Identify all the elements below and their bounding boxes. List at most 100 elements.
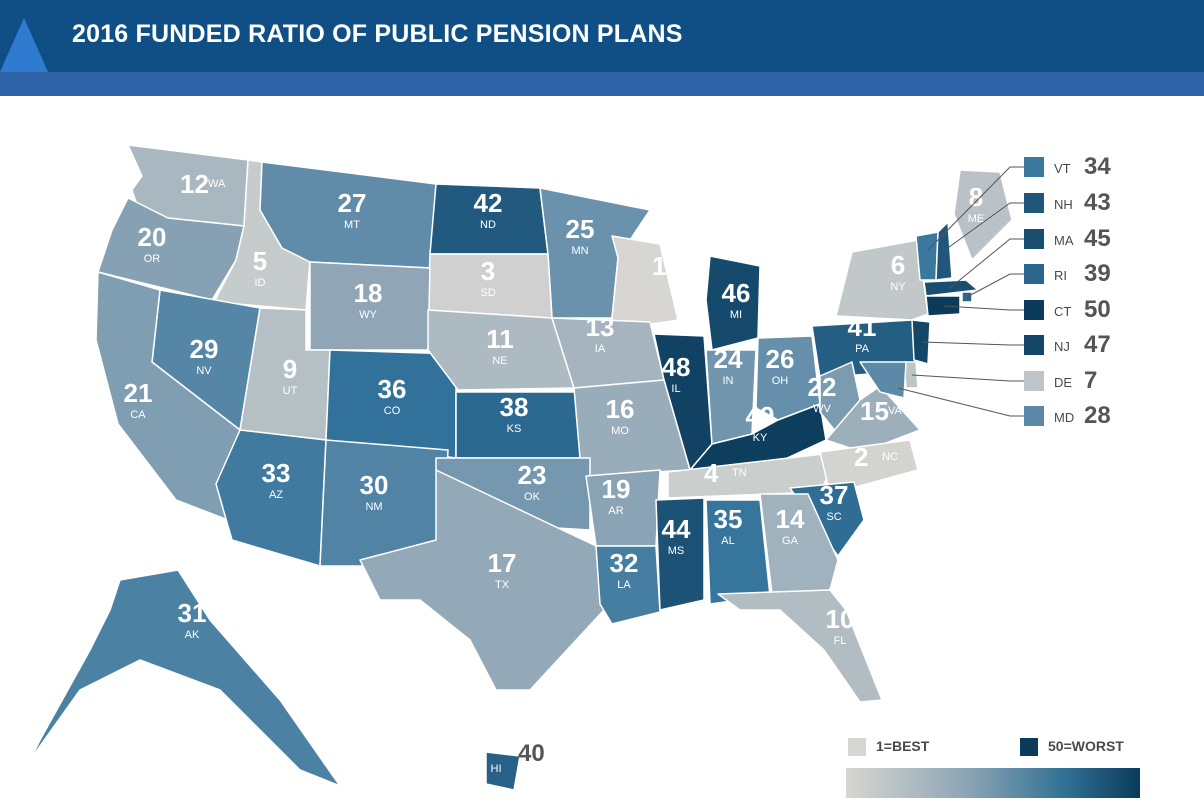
header-band bbox=[0, 72, 1204, 96]
leader-line-nj bbox=[921, 341, 1024, 346]
state-abbr-wa: WA bbox=[208, 178, 226, 190]
side-legend-rank: 47 bbox=[1084, 331, 1111, 358]
state-abbr-ny: NY bbox=[890, 281, 906, 293]
side-legend-swatch bbox=[1024, 371, 1044, 391]
state-rank-nv: 29 bbox=[190, 334, 219, 364]
leader-line-md bbox=[897, 387, 1024, 417]
state-ne bbox=[427, 309, 575, 391]
state-wi bbox=[611, 235, 679, 331]
state-abbr-ak: AK bbox=[185, 629, 200, 641]
state-rank-mo: 16 bbox=[606, 394, 635, 424]
state-abbr-nv: NV bbox=[196, 365, 212, 377]
state-ct bbox=[925, 295, 961, 317]
state-abbr-in: IN bbox=[723, 375, 734, 387]
side-legend-swatch bbox=[1024, 300, 1044, 320]
page-title: 2016 FUNDED RATIO OF PUBLIC PENSION PLAN… bbox=[72, 20, 683, 48]
side-legend-swatch bbox=[1024, 406, 1044, 426]
side-legend-rank: 39 bbox=[1084, 260, 1111, 287]
state-md bbox=[859, 361, 907, 399]
state-rank-ga: 14 bbox=[776, 504, 805, 534]
state-ms bbox=[655, 497, 705, 611]
state-rank-mt: 27 bbox=[338, 188, 367, 218]
state-abbr-va: VA bbox=[888, 405, 903, 417]
state-rank-ks: 38 bbox=[500, 392, 529, 422]
state-ak bbox=[29, 569, 341, 787]
state-abbr-wy: WY bbox=[359, 309, 377, 321]
leader-line-vt bbox=[927, 166, 1024, 251]
side-legend-swatch bbox=[1024, 157, 1044, 177]
state-rank-nd: 42 bbox=[474, 188, 503, 218]
state-rank-ms: 44 bbox=[662, 514, 691, 544]
side-legend-swatch bbox=[1024, 335, 1044, 355]
state-fl bbox=[717, 589, 883, 703]
leader-line-de bbox=[911, 374, 1024, 382]
state-rank-or: 20 bbox=[138, 222, 167, 252]
state-rank-la: 32 bbox=[610, 548, 639, 578]
state-rank-mn: 25 bbox=[566, 214, 595, 244]
state-rank-wa: 12 bbox=[180, 169, 209, 199]
side-legend-rank: 34 bbox=[1084, 153, 1111, 180]
state-mi bbox=[705, 255, 761, 351]
state-rank-pa: 41 bbox=[848, 312, 877, 342]
side-legend-rank: 7 bbox=[1084, 367, 1098, 394]
state-abbr-wv: WV bbox=[813, 403, 831, 415]
side-legend-rank: 28 bbox=[1084, 402, 1111, 429]
side-legend-abbr: CT bbox=[1054, 304, 1072, 319]
state-abbr-ga: GA bbox=[782, 535, 799, 547]
state-rank-wi: 1 bbox=[652, 251, 666, 281]
state-tx bbox=[359, 469, 605, 691]
state-me bbox=[953, 169, 1013, 261]
side-legend-rank: 45 bbox=[1084, 225, 1111, 252]
state-ny bbox=[835, 239, 929, 321]
state-nh bbox=[935, 221, 953, 281]
state-abbr-mn: MN bbox=[571, 245, 588, 257]
state-rank-nm: 30 bbox=[360, 470, 389, 500]
state-vt bbox=[915, 231, 939, 281]
state-abbr-tx: TX bbox=[495, 579, 510, 591]
state-rank-wy: 18 bbox=[354, 278, 383, 308]
state-rank-mi: 46 bbox=[722, 278, 751, 308]
state-abbr-me: ME bbox=[968, 213, 985, 225]
state-abbr-ky: KY bbox=[753, 432, 768, 444]
state-abbr-hi: HI bbox=[491, 763, 502, 775]
state-abbr-nm: NM bbox=[365, 501, 382, 513]
state-rank-in: 24 bbox=[714, 344, 743, 374]
header-triangle-icon bbox=[0, 18, 48, 72]
state-abbr-ia: IA bbox=[595, 343, 606, 355]
legend-best-swatch bbox=[848, 738, 866, 756]
side-legend-abbr: MD bbox=[1054, 410, 1075, 425]
state-rank-az: 33 bbox=[262, 458, 291, 488]
state-rank-tx: 17 bbox=[488, 548, 517, 578]
legend-worst-label: 50=WORST bbox=[1048, 738, 1124, 754]
state-rank-tn: 4 bbox=[704, 458, 719, 488]
state-abbr-or: OR bbox=[144, 253, 161, 265]
side-legend-swatch bbox=[1024, 193, 1044, 213]
state-ga bbox=[759, 493, 839, 595]
legend-worst-swatch bbox=[1020, 738, 1038, 756]
leader-line-ma bbox=[949, 238, 1024, 289]
state-la bbox=[595, 545, 661, 625]
leader-line-ri bbox=[966, 273, 1024, 298]
side-legend-swatch bbox=[1024, 264, 1044, 284]
state-abbr-ut: UT bbox=[283, 385, 298, 397]
state-abbr-sd: SD bbox=[480, 287, 495, 299]
state-rank-ak: 31 bbox=[178, 598, 207, 628]
side-legend-abbr: RI bbox=[1054, 268, 1067, 283]
state-nj bbox=[911, 319, 931, 365]
state-rank-wv: 22 bbox=[808, 372, 837, 402]
state-rank-oh: 26 bbox=[766, 344, 795, 374]
state-rank-co: 36 bbox=[378, 374, 407, 404]
hawaii-rank: 40 bbox=[518, 740, 545, 767]
state-abbr-la: LA bbox=[617, 579, 631, 591]
state-rank-id: 5 bbox=[253, 246, 267, 276]
state-rank-va: 15 bbox=[860, 396, 889, 426]
side-legend-swatch bbox=[1024, 229, 1044, 249]
state-rank-ky: 49 bbox=[746, 401, 775, 431]
state-abbr-ks: KS bbox=[507, 423, 522, 435]
state-rank-ne: 11 bbox=[486, 324, 514, 354]
state-abbr-mi: MI bbox=[730, 309, 742, 321]
state-rank-sc: 37 bbox=[820, 480, 849, 510]
side-legend-abbr: VT bbox=[1054, 161, 1071, 176]
state-abbr-wi: WI bbox=[680, 260, 693, 272]
state-abbr-mt: MT bbox=[344, 219, 360, 231]
